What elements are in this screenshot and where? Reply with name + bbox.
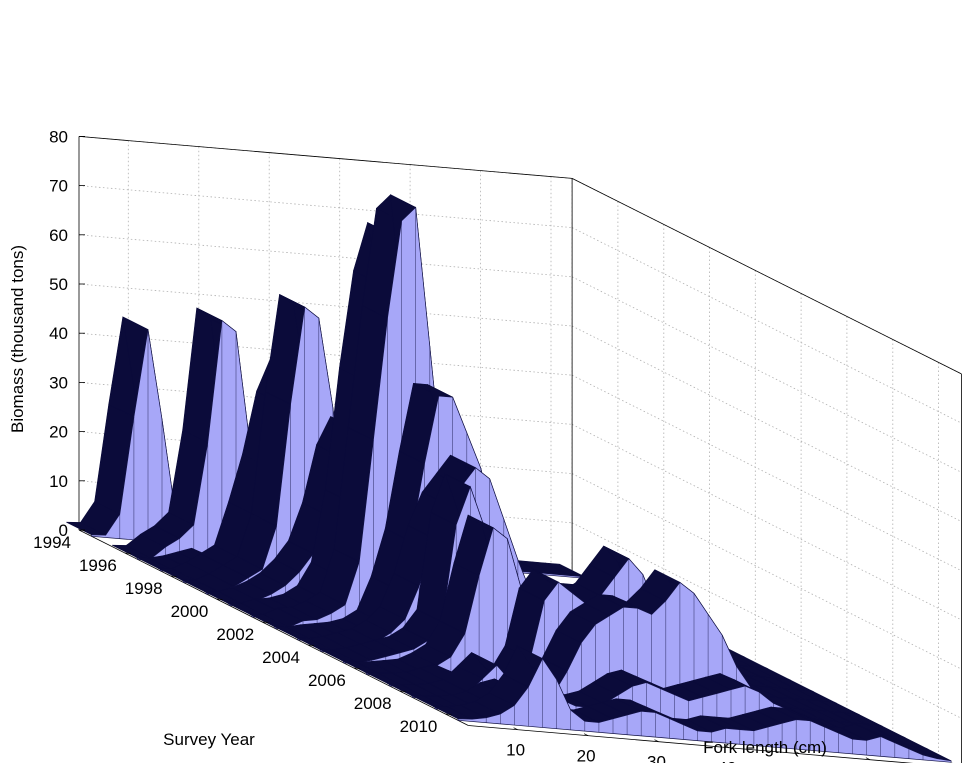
axis-line-0 (78, 529, 469, 726)
grid-z-back-20 (78, 431, 573, 474)
grid-z-right-30 (571, 424, 962, 621)
y-tick-label-2004: 2004 (262, 648, 300, 667)
y-tick-2010 (445, 713, 452, 715)
y-tick-1998 (170, 575, 177, 577)
x-tick-40 (724, 745, 730, 749)
z-tick-label-20: 20 (49, 423, 68, 442)
y-tick-label-2006: 2006 (308, 671, 346, 690)
z-axis-title: Biomass (thousand tons) (8, 245, 27, 433)
y-tick-1994 (78, 529, 86, 531)
z-tick-label-70: 70 (49, 177, 68, 196)
grid-z-right-60 (571, 276, 962, 473)
grid-z-back-30 (78, 382, 573, 425)
y-tick-2000 (216, 598, 223, 600)
grid-z-right-20 (571, 473, 962, 670)
z-tick-label-50: 50 (49, 275, 68, 294)
z-tick-label-0: 0 (59, 521, 68, 540)
grid-z-right-10 (571, 522, 962, 719)
x-tick-label-20: 20 (577, 747, 596, 763)
x-tick-50 (795, 751, 800, 755)
y-axis-title: Survey Year (163, 730, 255, 749)
y-tick-label-2000: 2000 (171, 602, 209, 621)
x-tick-60 (865, 757, 871, 761)
y-tick-2008 (399, 690, 406, 692)
y-tick-label-1996: 1996 (79, 556, 117, 575)
x-axis-title: Fork length (cm) (703, 738, 827, 757)
box-edge-4 (571, 178, 962, 375)
x-tick-label-30: 30 (647, 753, 666, 763)
x-tick-30 (654, 739, 659, 743)
y-tick-1996 (124, 552, 131, 554)
y-tick-2002 (262, 621, 269, 623)
grid-z-back-50 (78, 283, 573, 327)
y-tick-label-2008: 2008 (354, 694, 392, 713)
z-tick-label-10: 10 (49, 472, 68, 491)
grid-z-right-50 (571, 325, 962, 522)
z-tick-label-30: 30 (49, 373, 68, 392)
x-tick-label-10: 10 (506, 741, 525, 760)
ribbon-2010 (432, 645, 952, 763)
x-tick-10 (513, 727, 518, 731)
axis-line-1 (468, 725, 914, 763)
grid-z-right-40 (571, 374, 962, 572)
y-tick-label-2002: 2002 (216, 625, 254, 644)
x-tick-label-40: 40 (718, 759, 737, 763)
grid-z-back-60 (78, 234, 573, 278)
y-tick-label-2010: 2010 (400, 717, 438, 736)
y-tick-2006 (353, 667, 360, 669)
y-tick-label-1994: 1994 (33, 533, 71, 552)
grid-z-right-70 (571, 227, 962, 424)
y-tick-label-1998: 1998 (125, 579, 163, 598)
z-tick-label-40: 40 (49, 324, 68, 343)
x-tick-20 (583, 733, 589, 737)
z-tick-label-60: 60 (49, 226, 68, 245)
grid-z-back-70 (78, 185, 573, 228)
axes-box-lines (78, 136, 962, 763)
z-tick-label-80: 80 (49, 127, 68, 146)
ribbons (66, 194, 952, 763)
tick-labels: 0 10 20 30 40 50 60 70 80 1994 1996 1998 2000 2002 200… (33, 127, 871, 763)
grid-z-back-40 (78, 332, 573, 376)
box-edge-3 (78, 136, 573, 179)
y-tick-2004 (307, 644, 315, 646)
